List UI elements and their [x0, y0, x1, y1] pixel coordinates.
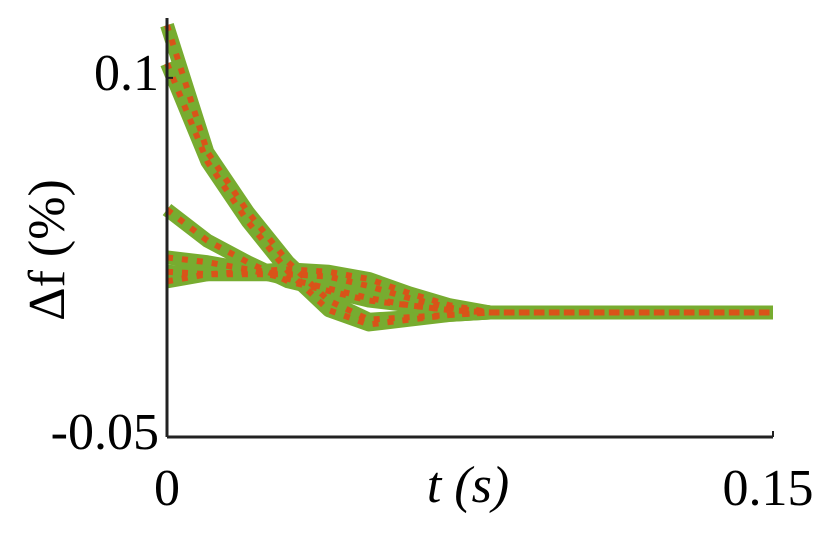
x-tick-label: 0.15: [723, 460, 814, 517]
y-tick-label: 0.1: [94, 45, 159, 102]
y-tick-label: -0.05: [51, 404, 159, 461]
y-axis-label: Δf (%): [19, 179, 76, 321]
series-line: [160, 60, 773, 332]
x-axis-label: t (s): [427, 457, 509, 514]
series-overlay: [166, 266, 773, 316]
series-overlay: [164, 62, 773, 328]
x-tick-label: 0: [154, 460, 180, 517]
